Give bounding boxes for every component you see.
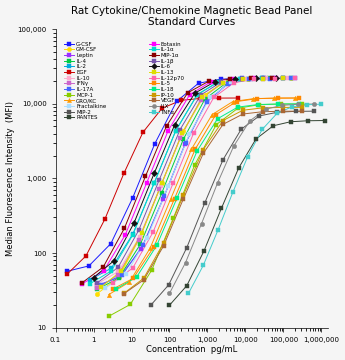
Y-axis label: Median Fluorescence Intensity  (MFI): Median Fluorescence Intensity (MFI) — [6, 101, 14, 256]
Title: Rat Cytokine/Chemokine Magnetic Bead Panel
Standard Curves: Rat Cytokine/Chemokine Magnetic Bead Pan… — [71, 5, 313, 27]
Legend: Eotaxin, IL-1α, MIP-1α, IL-1β, IL-6, IL-13, IL-12p70, IL-5, IL-18, IP-10, VEGF, : Eotaxin, IL-1α, MIP-1α, IL-1β, IL-6, IL-… — [148, 41, 185, 115]
X-axis label: Concentration  pg/mL: Concentration pg/mL — [146, 346, 237, 355]
